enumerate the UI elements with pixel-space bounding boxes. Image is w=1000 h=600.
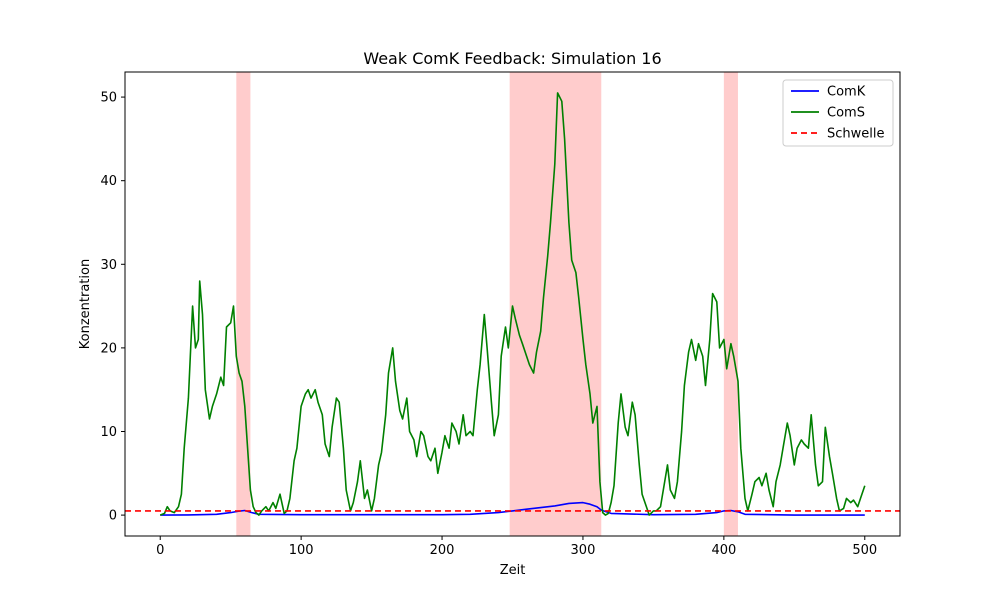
legend-label-coms: ComS <box>827 106 865 121</box>
y-tick-label: 20 <box>100 341 117 356</box>
y-tick-label: 50 <box>100 91 117 106</box>
y-axis-ticks: 0 10 20 30 40 50 <box>100 91 125 524</box>
y-tick-label: 30 <box>100 258 117 273</box>
x-tick-label: 400 <box>711 543 736 558</box>
y-axis-label: Konzentration <box>78 259 93 349</box>
legend-label-schwelle: Schwelle <box>827 127 885 142</box>
y-tick-label: 0 <box>109 509 117 524</box>
y-tick-label: 10 <box>100 425 117 440</box>
x-tick-label: 0 <box>156 543 164 558</box>
x-tick-label: 500 <box>852 543 877 558</box>
x-axis-label: Zeit <box>500 563 526 578</box>
x-axis-ticks: 0 100 200 300 400 500 <box>156 536 877 558</box>
shaded-region-3 <box>723 72 738 536</box>
x-tick-label: 300 <box>571 543 596 558</box>
chart-title: Weak ComK Feedback: Simulation 16 <box>363 49 661 68</box>
shaded-region-1 <box>236 72 251 536</box>
legend: ComK ComS Schwelle <box>782 79 894 147</box>
y-tick-label: 40 <box>100 174 117 189</box>
x-tick-label: 200 <box>430 543 455 558</box>
x-tick-label: 100 <box>289 543 314 558</box>
plot-frame <box>124 71 901 537</box>
legend-box <box>782 79 894 147</box>
legend-label-comk: ComK <box>827 85 866 100</box>
